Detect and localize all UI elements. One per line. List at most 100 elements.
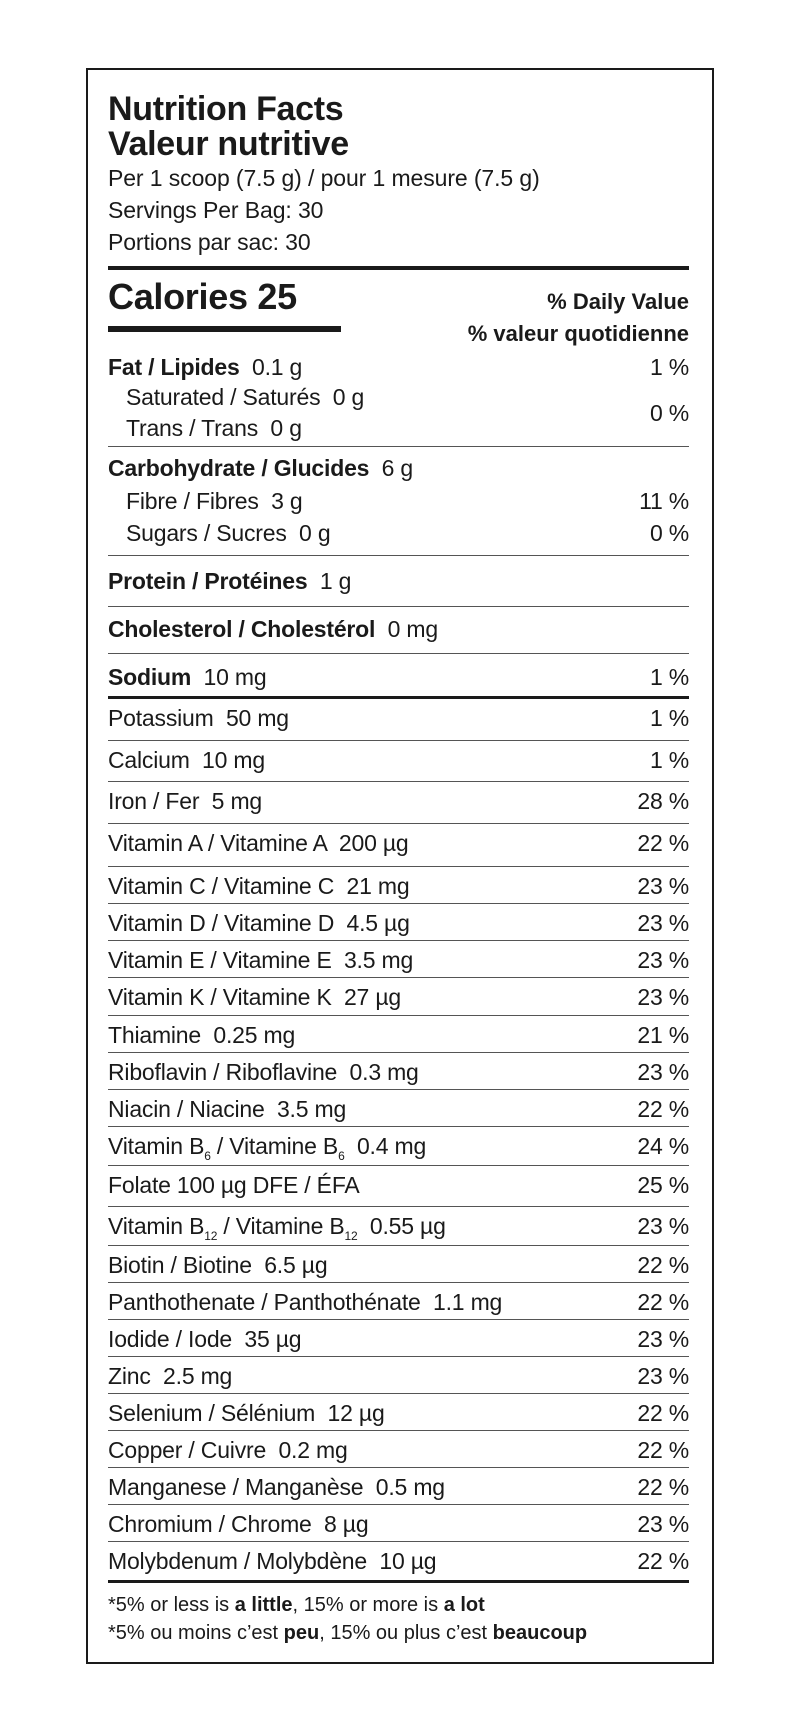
divider	[108, 1245, 689, 1246]
nutrient-row: Selenium / Sélénium 12 µg 22 %	[108, 1394, 689, 1430]
nutrient-name-fr: / Vitamine B	[210, 1133, 339, 1159]
divider	[108, 1089, 689, 1090]
nutrient-row: Molybdenum / Molybdène 10 µg 22 %	[108, 1542, 689, 1580]
divider	[108, 1467, 689, 1468]
nutrient-row: Biotin / Biotine 6.5 µg 22 %	[108, 1246, 689, 1282]
nutrient-name: Copper / Cuivre 0.2 mg	[108, 1437, 348, 1463]
sugars-dv: 0 %	[649, 520, 689, 546]
nutrient-dv: 25 %	[637, 1172, 689, 1198]
bottom-divider	[108, 1580, 689, 1583]
fat-block: Fat / Lipides 0.1 g 1 % Saturated / Satu…	[108, 352, 689, 446]
nutrient-label: Vitamin C / Vitamine C 21 mg	[108, 873, 410, 900]
nutrient-label: Molybdenum / Molybdène 10 µg	[108, 1548, 437, 1575]
nutrient-dv: 23 %	[637, 1059, 689, 1085]
nutrient-label: Thiamine 0.25 mg	[108, 1022, 295, 1049]
footnote-fr-mid: , 15% ou plus c’est	[319, 1622, 493, 1644]
nutrient-name: Iodide / Iode 35 µg	[108, 1326, 302, 1352]
nutrient-label: Selenium / Sélénium 12 µg	[108, 1400, 385, 1427]
divider	[108, 1206, 689, 1207]
cholesterol-row: Cholesterol / Cholestérol 0 mg	[108, 607, 689, 653]
nutrient-dv: 22 %	[637, 1096, 689, 1122]
divider	[108, 1282, 689, 1283]
nutrient-row: Potassium 50 mg 1 %	[108, 699, 689, 740]
sodium-row: Sodium 10 mg 1 %	[108, 654, 689, 696]
nutrient-label: Iodide / Iode 35 µg	[108, 1326, 302, 1353]
nutrient-row: Panthothenate / Panthothénate 1.1 mg 22 %	[108, 1283, 689, 1319]
nutrient-dv: 21 %	[637, 1022, 689, 1048]
fibre-dv: 11 %	[639, 488, 689, 514]
fat-label: Fat / Lipides 0.1 g	[108, 354, 302, 381]
nutrient-dv: 1 %	[649, 747, 689, 773]
cholesterol-name: Cholesterol / Cholestérol	[108, 616, 376, 642]
nutrient-dv: 1 %	[649, 705, 689, 731]
trans-name: Trans / Trans	[126, 415, 259, 441]
nutrient-name: Molybdenum / Molybdène 10 µg	[108, 1548, 437, 1574]
nutrient-name: Potassium 50 mg	[108, 705, 289, 731]
footnote-en-mid: , 15% or more is	[292, 1594, 444, 1616]
nutrient-name: Vitamin B	[108, 1133, 205, 1159]
nutrient-name: Vitamin E / Vitamine E 3.5 mg	[108, 947, 414, 973]
sodium-label: Sodium 10 mg	[108, 664, 267, 691]
divider	[108, 977, 689, 978]
nutrient-label: Panthothenate / Panthothénate 1.1 mg	[108, 1289, 502, 1316]
nutrient-row: Chromium / Chrome 8 µg 23 %	[108, 1505, 689, 1541]
nutrient-label: Chromium / Chrome 8 µg	[108, 1511, 369, 1538]
nutrient-dv: 23 %	[637, 1213, 689, 1239]
nutrient-name: Zinc 2.5 mg	[108, 1363, 233, 1389]
serving-size: Per 1 scoop (7.5 g) / pour 1 mesure (7.5…	[108, 165, 540, 191]
nutrient-amount: 0.55 µg	[357, 1213, 446, 1239]
nutrient-label: Calcium 10 mg	[108, 747, 265, 774]
fibre-amount: 3 g	[271, 488, 303, 514]
divider	[108, 1356, 689, 1357]
nutrient-dv: 22 %	[637, 1474, 689, 1500]
nutrient-row: Iron / Fer 5 mg 28 %	[108, 782, 689, 823]
footnote-en-pre: *5% or less is	[108, 1594, 235, 1616]
calories-underline	[108, 326, 341, 332]
nutrient-row: Vitamin B12 / Vitamine B12 0.55 µg 23 %	[108, 1207, 689, 1245]
nutrient-row: Vitamin E / Vitamine E 3.5 mg 23 %	[108, 941, 689, 977]
nutrient-dv: 23 %	[637, 910, 689, 936]
sodium-amount: 10 mg	[203, 664, 267, 690]
nutrient-name: Thiamine 0.25 mg	[108, 1022, 296, 1048]
nutrient-row: Calcium 10 mg 1 %	[108, 741, 689, 781]
divider	[108, 1015, 689, 1016]
saturated-name: Saturated / Saturés	[126, 384, 321, 410]
nutrient-dv: 23 %	[637, 1363, 689, 1389]
calories-value: Calories 25	[108, 276, 297, 317]
fibre-label: Fibre / Fibres 3 g	[126, 488, 303, 515]
cholesterol-amount: 0 mg	[387, 616, 439, 642]
footnote-en-lot: a lot	[443, 1594, 485, 1616]
nutrient-label: Vitamin A / Vitamine A 200 µg	[108, 830, 409, 857]
sodium-dv: 1 %	[649, 664, 689, 690]
nutrient-name: Vitamin A / Vitamine A 200 µg	[108, 830, 409, 856]
nutrient-label: Vitamin B6 / Vitamine B6 0.4 mg	[108, 1133, 426, 1162]
divider	[108, 740, 689, 741]
nutrient-name: Niacin / Niacine 3.5 mg	[108, 1096, 347, 1122]
nutrient-row: Vitamin B6 / Vitamine B6 0.4 mg 24 %	[108, 1127, 689, 1165]
nutrient-row: Vitamin A / Vitamine A 200 µg 22 %	[108, 824, 689, 866]
servings-per-bag-en: Servings Per Bag: 30	[108, 197, 324, 223]
daily-value-fr: % valeur quotidienne	[467, 321, 689, 346]
protein-name: Protein / Protéines	[108, 568, 308, 594]
footnote-fr-peu: peu	[283, 1622, 320, 1644]
divider	[108, 555, 689, 556]
nutrient-label: Copper / Cuivre 0.2 mg	[108, 1437, 348, 1464]
fat-dv: 1 %	[649, 354, 689, 380]
nutrient-row: Vitamin K / Vitamine K 27 µg 23 %	[108, 978, 689, 1015]
nutrient-label: Folate 100 µg DFE / ÉFA	[108, 1172, 360, 1199]
nutrient-row: Iodide / Iode 35 µg 23 %	[108, 1320, 689, 1356]
servings-per-bag-fr: Portions par sac: 30	[108, 229, 311, 255]
protein-label: Protein / Protéines 1 g	[108, 568, 351, 595]
sugars-label: Sugars / Sucres 0 g	[126, 520, 331, 547]
subscript: 12	[204, 1229, 218, 1243]
divider	[108, 1126, 689, 1127]
sugars-amount: 0 g	[299, 520, 331, 546]
carb-name: Carbohydrate / Glucides	[108, 455, 370, 481]
title-en: Nutrition Facts	[108, 90, 344, 128]
nutrient-name: Folate 100 µg DFE / ÉFA	[108, 1172, 360, 1198]
nutrient-dv: 22 %	[637, 1289, 689, 1315]
nutrient-row: Vitamin C / Vitamine C 21 mg 23 %	[108, 867, 689, 903]
nutrient-list: Potassium 50 mg 1 % Calcium 10 mg 1 % Iron /…	[108, 699, 689, 1580]
nutrient-dv: 23 %	[637, 873, 689, 899]
thick-divider	[108, 266, 689, 270]
